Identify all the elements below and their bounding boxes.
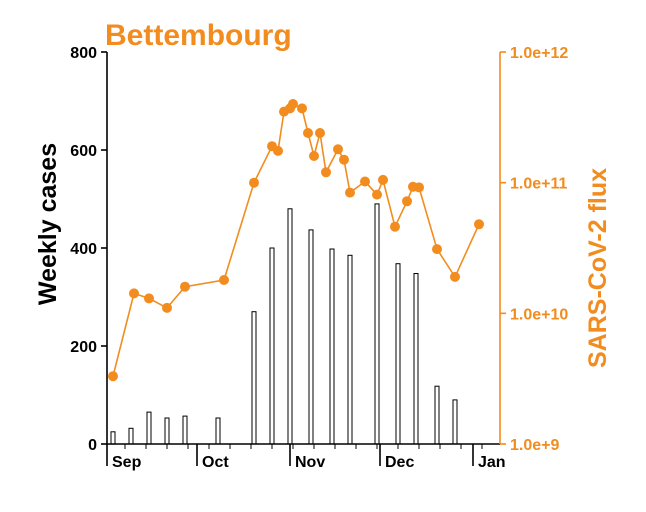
flux-point-2020-12-02 [378,174,388,185]
bar-2020-12-26 [452,399,458,445]
bar-2020-11-08 [308,229,314,445]
right-tick-label: 1.0e+12 [510,45,568,62]
flux-line-layer [108,99,484,382]
x-month-label-oct: Oct [202,454,229,471]
bar-2020-09-15 [146,411,152,445]
chart-title: Bettembourg [105,19,292,52]
left-tick-label: 200 [70,339,97,356]
flux-point-2020-12-14 [414,182,424,193]
bar-2020-12-13 [413,273,419,445]
flux-series-line [112,102,480,377]
x-month-label-sep: Sep [112,454,142,471]
bars-layer [110,203,458,445]
flux-point-2020-11-19 [339,154,349,165]
flux-point-2020-12-20 [432,244,442,255]
right-tick-label: 1.0e+9 [510,437,559,454]
flux-point-2020-11-13 [321,167,331,178]
flux-point-2020-09-15 [144,293,154,304]
flux-point-2020-11-21 [345,187,355,198]
bar-2020-09-09 [128,427,134,445]
right-tick-label: 1.0e+11 [510,176,568,193]
left-tick-label: 800 [70,45,97,62]
bar-2020-10-26 [269,247,275,445]
right-tick-label: 1.0e+10 [510,306,568,323]
bar-2020-12-20 [434,385,440,445]
flux-point-2020-11-05 [297,103,307,114]
bar-2020-11-30 [374,203,380,445]
flux-point-2021-01-03 [474,219,484,230]
flux-point-2020-11-11 [315,128,325,138]
flux-point-2020-09-27 [180,281,190,292]
bar-2020-09-27 [182,415,188,445]
flux-point-2020-12-10 [402,196,412,207]
bar-2020-09-21 [164,417,170,445]
flux-point-2020-09-21 [162,302,172,313]
bar-2020-11-15 [329,248,335,445]
axes-layer: 0 200 400 600 800 1.0e+9 1.0e+10 1.0e+11 1.0e+12… [70,45,568,471]
flux-point-2020-11-07 [303,128,313,138]
x-month-label-jan: Jan [478,454,506,471]
bar-2020-10-20 [251,311,257,445]
flux-point-2020-10-28 [273,145,283,156]
flux-point-2020-10-10 [219,275,229,285]
x-month-label-dec: Dec [385,454,414,471]
flux-point-2020-10-20 [249,177,259,188]
bar-2020-11-21 [347,254,353,445]
left-tick-label: 600 [70,143,97,160]
left-tick-label: 400 [70,241,97,258]
flux-point-2020-12-26 [450,271,460,282]
bar-2020-09-03 [110,431,116,445]
flux-point-2020-11-02 [288,99,298,109]
bar-2020-12-07 [395,263,401,445]
bar-2020-10-08 [215,417,221,445]
flux-point-2020-11-17 [333,144,343,155]
flux-point-2020-12-06 [390,221,400,232]
flux-point-2020-11-26 [360,176,370,187]
flux-point-2020-09-10 [129,288,139,299]
left-axis-label: Weekly cases [34,143,62,305]
flux-point-2020-11-30 [372,189,382,200]
flux-point-2020-09-03 [108,371,118,382]
left-tick-label: 0 [88,437,97,454]
flux-point-2020-11-09 [309,151,319,161]
right-axis-label: SARS-CoV-2 flux [584,168,612,368]
x-month-label-nov: Nov [295,454,325,471]
bar-2020-11-01 [287,208,293,445]
